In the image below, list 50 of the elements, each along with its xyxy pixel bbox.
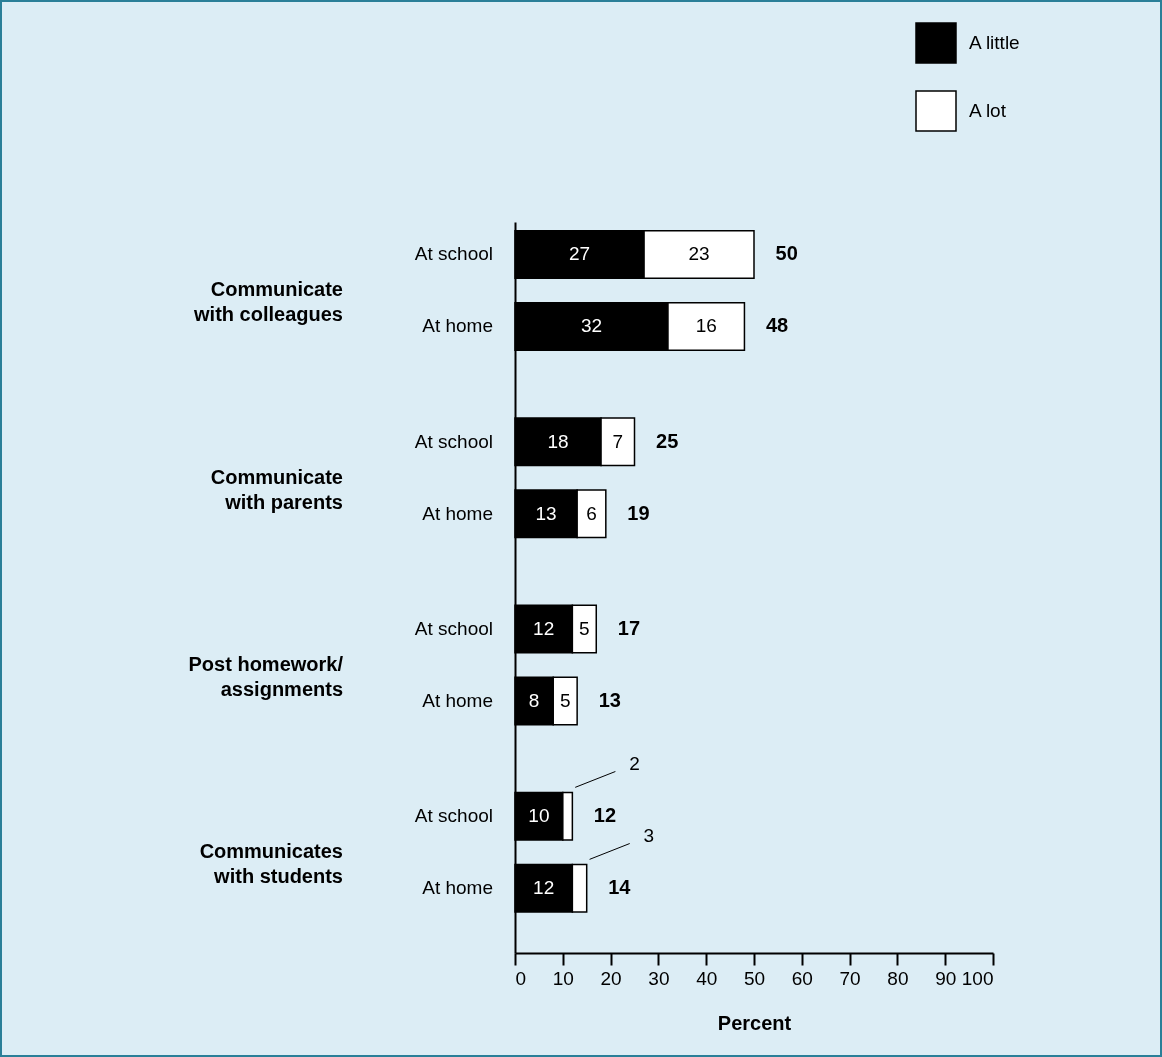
x-tick-label: 80 — [887, 967, 909, 989]
data-label: 5 — [559, 689, 571, 711]
y-tick-label: At home — [422, 877, 493, 899]
total-label: 50 — [775, 242, 798, 265]
data-label: 2 — [629, 753, 640, 775]
text: Communicates with students — [199, 840, 343, 888]
data-label: 3 — [643, 825, 655, 847]
x-tick-label: 40 — [696, 967, 718, 989]
data-label: 12 — [533, 877, 555, 899]
y-tick-label: At home — [422, 315, 493, 337]
data-label: 27 — [568, 243, 591, 265]
y-tick-label: At school — [414, 243, 493, 265]
x-tick-label: 60 — [791, 967, 813, 989]
data-label: 12 — [533, 617, 555, 639]
y-tick-label: At school — [414, 430, 493, 452]
x-tick-label: 10 — [552, 967, 574, 989]
legend-label: A little — [969, 32, 1020, 53]
total-label: 48 — [765, 314, 789, 337]
data-label: 5 — [579, 617, 590, 639]
data-label: 13 — [535, 502, 557, 524]
y-tick-label: At school — [414, 805, 493, 827]
total-label: 25 — [656, 429, 679, 452]
data-label: 32 — [580, 315, 603, 337]
legend-label: A lot — [969, 100, 1007, 121]
y-tick-label: At home — [422, 502, 493, 524]
data-label: 8 — [528, 689, 540, 711]
x-tick-label: 20 — [600, 967, 622, 989]
x-tick-label: 90 — [935, 967, 957, 989]
x-tick-label: 70 — [839, 967, 861, 989]
total-label: 13 — [598, 688, 621, 711]
data-label: 10 — [528, 805, 550, 827]
data-label: 7 — [612, 430, 624, 452]
x-tick-label: 0 — [515, 967, 527, 989]
total-label: 14 — [608, 876, 632, 899]
text: Communicate with colleagues — [193, 278, 343, 326]
data-label: 6 — [586, 502, 597, 524]
data-label: 18 — [547, 430, 569, 452]
text: Post homework/ assignments — [188, 652, 344, 700]
data-label: 16 — [695, 315, 717, 337]
total-label: 19 — [627, 501, 650, 524]
data-label: 23 — [688, 243, 710, 265]
x-tick-label: 30 — [648, 967, 670, 989]
total-label: 17 — [617, 616, 641, 639]
x-tick-label: 100 — [961, 967, 994, 989]
text: Communicate with parents — [210, 465, 343, 513]
y-tick-label: At school — [414, 617, 493, 639]
total-label: 12 — [593, 804, 617, 827]
x-axis-title: Percent — [717, 1011, 792, 1034]
x-tick-label: 50 — [743, 967, 766, 989]
y-tick-label: At home — [422, 689, 493, 711]
